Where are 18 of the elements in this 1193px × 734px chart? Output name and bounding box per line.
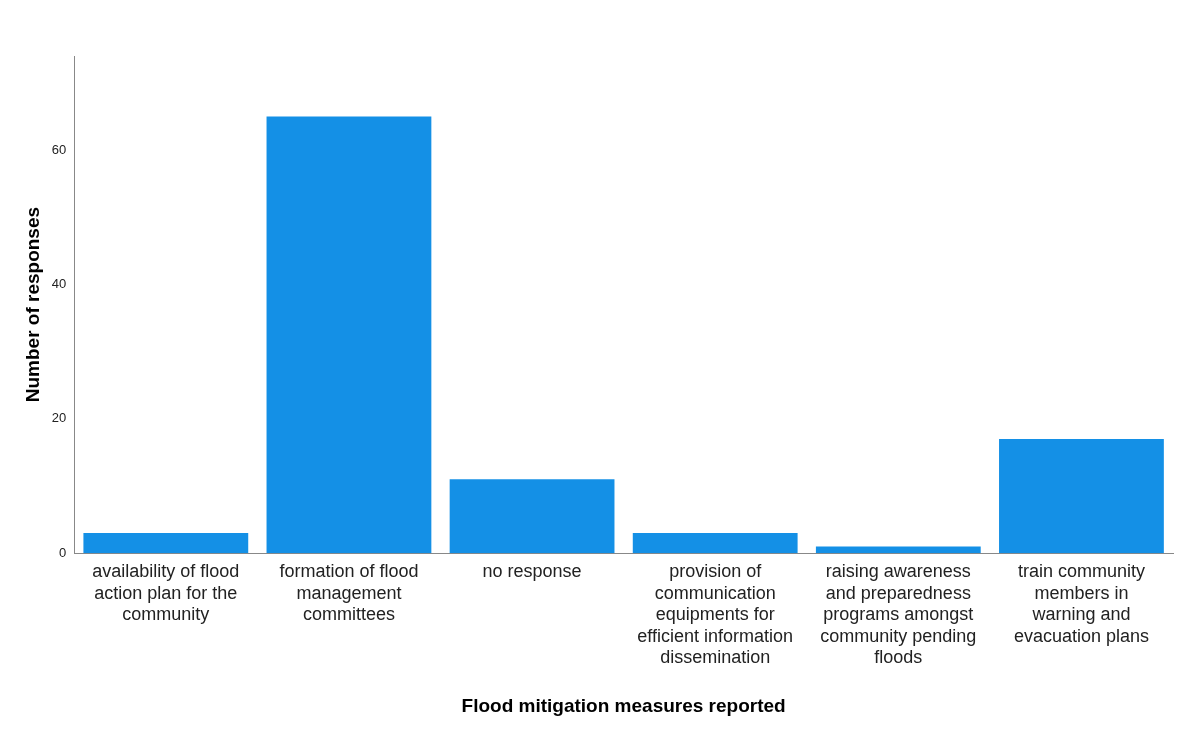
- x-axis-title: Flood mitigation measures reported: [461, 694, 786, 716]
- bar: [83, 533, 249, 554]
- y-tick-label: 60: [51, 141, 67, 157]
- x-tick-label: no response: [482, 560, 582, 581]
- x-tick-label: formation of flood management committees: [279, 560, 419, 625]
- bar: [999, 438, 1164, 554]
- bar: [266, 116, 432, 554]
- bar: [815, 546, 981, 554]
- bar: [632, 533, 798, 554]
- x-tick-label: availability of flood action plan for the community: [92, 560, 240, 625]
- x-tick-label: provision of communication equipments for efficient information dissemination: [637, 560, 794, 668]
- y-tick-label: 40: [51, 276, 67, 292]
- bar: [449, 479, 615, 554]
- x-tick-label: raising awareness and preparedness programs amongst community pending floods: [820, 560, 977, 668]
- y-tick-label: 0: [59, 544, 67, 560]
- y-axis-title: Number of responses: [21, 206, 43, 403]
- y-tick-label: 20: [51, 410, 67, 426]
- x-tick-label: train community members in warning and evacuation plans: [1013, 560, 1149, 646]
